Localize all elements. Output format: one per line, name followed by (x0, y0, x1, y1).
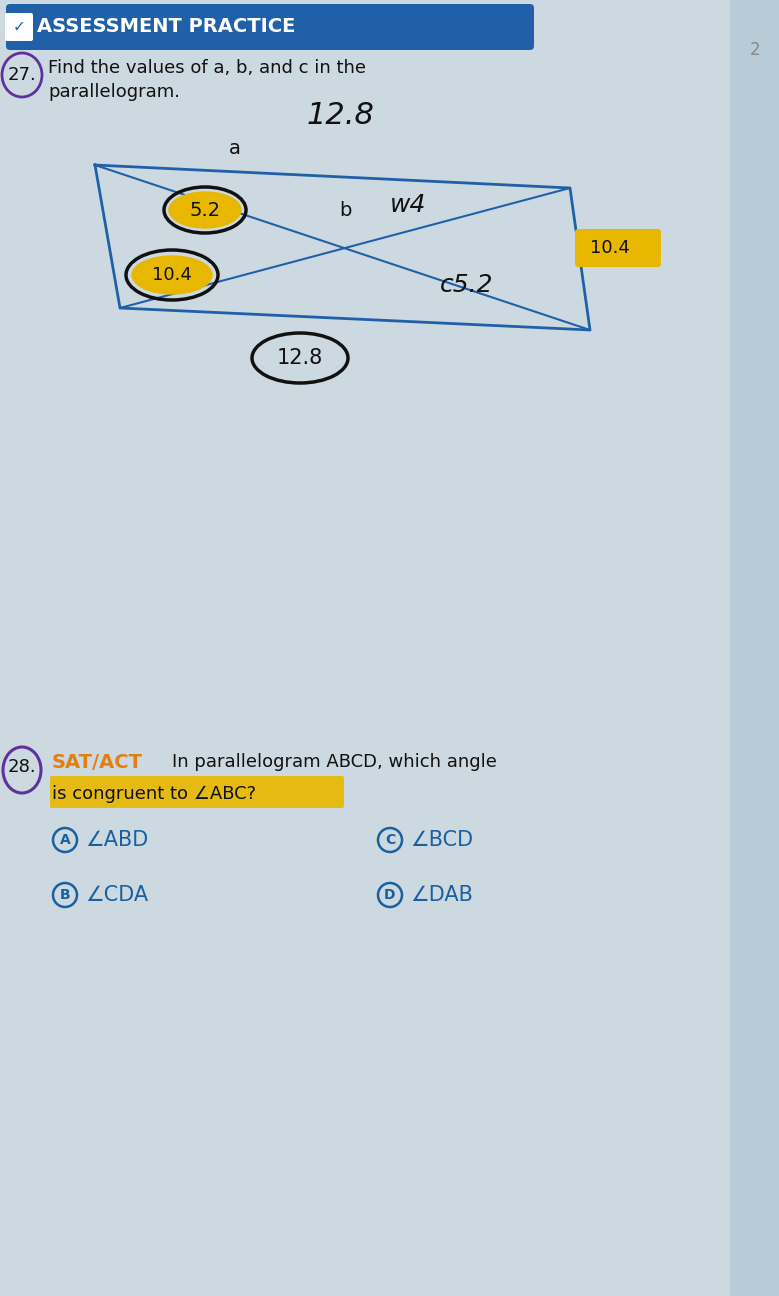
Text: In parallelogram ABCD, which angle: In parallelogram ABCD, which angle (172, 753, 497, 771)
Text: A: A (60, 833, 70, 848)
Text: ∠DAB: ∠DAB (410, 885, 473, 905)
Text: parallelogram.: parallelogram. (48, 83, 180, 101)
Text: C: C (385, 833, 395, 848)
Text: is congruent to ∠ABC?: is congruent to ∠ABC? (52, 785, 256, 804)
Text: 5.2: 5.2 (189, 201, 220, 219)
Text: b: b (339, 201, 351, 219)
Text: w4: w4 (390, 193, 426, 216)
Text: 12.8: 12.8 (277, 349, 323, 368)
Text: ∠BCD: ∠BCD (410, 829, 473, 850)
FancyBboxPatch shape (5, 13, 33, 41)
FancyBboxPatch shape (6, 4, 534, 51)
Text: ∠ABD: ∠ABD (85, 829, 148, 850)
Text: c5.2: c5.2 (440, 273, 494, 297)
Text: 10.4: 10.4 (152, 266, 192, 284)
Text: 28.: 28. (8, 758, 37, 776)
Text: SAT/ACT: SAT/ACT (52, 753, 143, 771)
Text: ASSESSMENT PRACTICE: ASSESSMENT PRACTICE (37, 18, 295, 36)
Text: a: a (229, 139, 241, 158)
Ellipse shape (169, 192, 241, 228)
Text: 2: 2 (749, 41, 760, 60)
Text: ∠CDA: ∠CDA (85, 885, 148, 905)
Text: 10.4: 10.4 (590, 238, 630, 257)
FancyBboxPatch shape (575, 229, 661, 267)
Text: 12.8: 12.8 (306, 101, 374, 130)
Ellipse shape (132, 257, 212, 294)
Text: Find the values of a, b, and c in the: Find the values of a, b, and c in the (48, 60, 366, 76)
Text: 27.: 27. (8, 66, 37, 84)
FancyBboxPatch shape (50, 776, 344, 807)
Text: D: D (384, 888, 396, 902)
FancyBboxPatch shape (730, 0, 779, 1296)
Text: ✓: ✓ (12, 19, 26, 35)
Text: B: B (60, 888, 70, 902)
